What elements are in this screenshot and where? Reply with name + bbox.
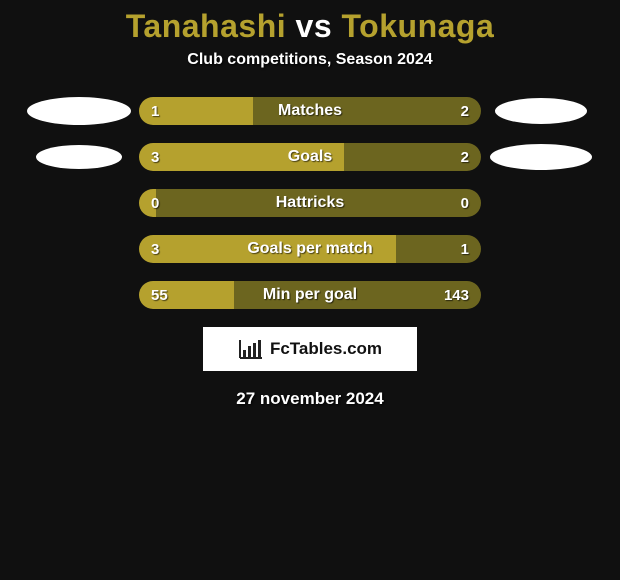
- bar-segment-left: [139, 97, 253, 125]
- bar-segment-left: [139, 281, 234, 309]
- bar-segment-right: [253, 97, 481, 125]
- right-slot: [481, 144, 601, 170]
- bar-segment-left: [139, 143, 344, 171]
- stat-row: 55143Min per goal: [0, 281, 620, 309]
- bar-segment-right: [156, 189, 481, 217]
- title-right: Tokunaga: [342, 8, 495, 44]
- bar-segment-right: [396, 235, 482, 263]
- bar-segment-left: [139, 189, 156, 217]
- player-ellipse-left: [27, 97, 131, 125]
- right-slot: [481, 98, 601, 124]
- player-ellipse-right: [495, 98, 587, 124]
- stat-row: 00Hattricks: [0, 189, 620, 217]
- subtitle: Club competitions, Season 2024: [0, 51, 620, 69]
- stat-bar: 32Goals: [139, 143, 481, 171]
- stat-bar: 12Matches: [139, 97, 481, 125]
- stat-row: 12Matches: [0, 97, 620, 125]
- comparison-infographic: Tanahashi vs Tokunaga Club competitions,…: [0, 0, 620, 409]
- stat-bar: 00Hattricks: [139, 189, 481, 217]
- stat-row: 32Goals: [0, 143, 620, 171]
- bar-segment-right: [344, 143, 481, 171]
- date-label: 27 november 2024: [0, 389, 620, 409]
- page-title: Tanahashi vs Tokunaga: [0, 8, 620, 45]
- stat-rows: 12Matches 32Goals 00Hattricks 31Goals per m…: [0, 97, 620, 309]
- title-sep: vs: [286, 8, 341, 44]
- stat-bar: 31Goals per match: [139, 235, 481, 263]
- player-ellipse-right: [490, 144, 592, 170]
- player-ellipse-left: [36, 145, 122, 169]
- stat-bar: 55143Min per goal: [139, 281, 481, 309]
- left-slot: [19, 97, 139, 125]
- badge-text: FcTables.com: [270, 339, 382, 359]
- stat-row: 31Goals per match: [0, 235, 620, 263]
- bar-segment-left: [139, 235, 396, 263]
- bar-chart-icon: [238, 338, 264, 360]
- left-slot: [19, 145, 139, 169]
- title-left: Tanahashi: [126, 8, 286, 44]
- source-badge: FcTables.com: [203, 327, 417, 371]
- bar-segment-right: [234, 281, 481, 309]
